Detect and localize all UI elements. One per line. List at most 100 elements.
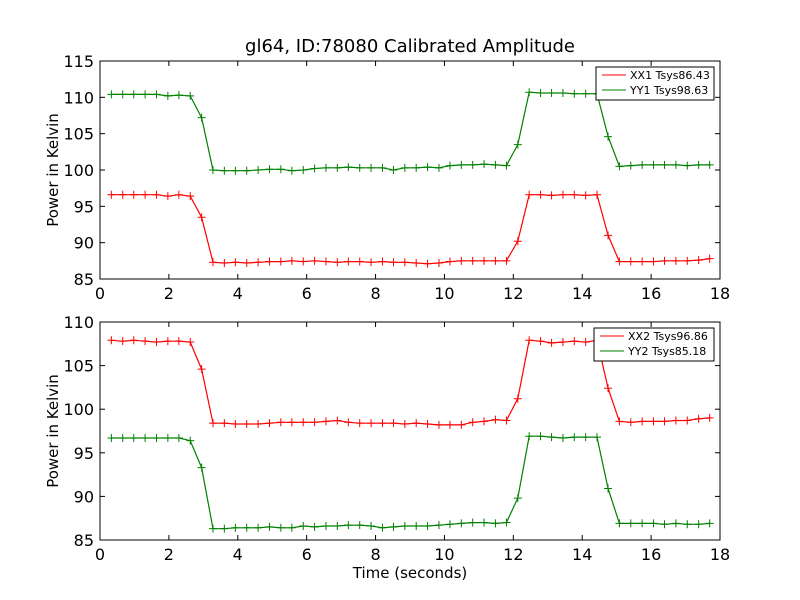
data-point-xx1	[208, 258, 217, 267]
data-point-yy2	[649, 519, 658, 528]
data-point-xx2	[400, 420, 409, 429]
data-point-yy1	[118, 90, 127, 99]
data-point-yy1	[626, 161, 635, 170]
data-point-yy2	[547, 433, 556, 442]
data-point-xx2	[276, 418, 285, 427]
data-point-xx2	[480, 417, 489, 426]
data-point-yy2	[367, 522, 376, 531]
data-point-xx2	[683, 416, 692, 425]
data-point-yy2	[638, 519, 647, 528]
data-point-xx1	[344, 257, 353, 266]
data-point-yy2	[513, 494, 522, 503]
data-point-yy1	[480, 160, 489, 169]
data-point-xx2	[231, 420, 240, 429]
data-point-yy1	[558, 88, 567, 97]
data-point-xx1	[118, 190, 127, 199]
top-x-tick-label: 12	[503, 284, 523, 303]
top-y-tick-label: 105	[63, 125, 94, 144]
data-point-yy2	[491, 519, 500, 528]
data-point-xx2	[344, 418, 353, 427]
data-point-yy2	[310, 522, 319, 531]
data-point-yy2	[604, 484, 613, 493]
data-point-xx2	[152, 338, 161, 347]
top-y-axis-label: Power in Kelvin	[44, 113, 62, 227]
top-plot-series	[107, 88, 714, 268]
bottom-x-axis-label: Time (seconds)	[352, 564, 468, 582]
data-point-yy2	[208, 524, 217, 533]
bottom-y-tick-label: 90	[74, 487, 94, 506]
top-x-tick-label: 4	[233, 284, 243, 303]
data-point-yy2	[412, 522, 421, 531]
data-point-yy2	[502, 518, 511, 527]
data-point-yy1	[265, 165, 274, 174]
data-point-xx2	[378, 419, 387, 428]
bottom-y-tick-label: 100	[63, 400, 94, 419]
data-point-xx2	[558, 338, 567, 347]
data-point-xx2	[638, 417, 647, 426]
data-point-yy2	[163, 433, 172, 442]
data-point-yy1	[355, 163, 364, 172]
bottom-plot: Power in Kelvin Time (seconds) 0 2 4 6 8 10 12…	[44, 313, 730, 582]
data-point-xx2	[197, 365, 206, 374]
data-point-yy1	[367, 163, 376, 172]
data-point-yy1	[163, 91, 172, 100]
data-point-xx2	[547, 338, 556, 347]
data-point-yy1	[378, 163, 387, 172]
bottom-y-tick-label: 105	[63, 357, 94, 376]
data-point-yy1	[525, 88, 534, 97]
bottom-x-tick-label: 2	[164, 545, 174, 564]
bottom-x-tick-label: 14	[572, 545, 592, 564]
data-point-yy2	[468, 518, 477, 527]
data-point-xx2	[220, 419, 229, 428]
data-point-yy2	[299, 522, 308, 531]
data-point-yy2	[525, 432, 534, 441]
data-point-xx1	[626, 257, 635, 266]
data-point-yy1	[129, 90, 138, 99]
top-x-tick-label: 2	[164, 284, 174, 303]
bottom-x-tick-label: 10	[434, 545, 454, 564]
data-point-yy1	[299, 166, 308, 174]
data-point-yy2	[457, 519, 466, 528]
data-point-xx1	[254, 258, 263, 267]
data-point-xx1	[491, 256, 500, 265]
data-point-yy1	[491, 160, 500, 169]
data-point-xx1	[152, 190, 161, 199]
top-y-tick-label: 85	[74, 270, 94, 289]
data-point-xx2	[129, 336, 138, 345]
data-point-xx1	[660, 256, 669, 265]
data-point-yy2	[355, 521, 364, 530]
data-point-xx1	[242, 259, 251, 268]
data-point-yy1	[141, 90, 150, 99]
data-point-yy2	[287, 523, 296, 532]
data-point-xx2	[287, 418, 296, 427]
data-point-xx2	[434, 420, 443, 429]
data-point-yy2	[694, 520, 703, 529]
top-y-tick-label: 90	[74, 234, 94, 253]
bottom-x-tick-label: 4	[233, 545, 243, 564]
data-point-xx2	[321, 417, 330, 426]
data-point-xx2	[615, 417, 624, 426]
data-point-xx2	[254, 420, 263, 429]
data-point-yy2	[321, 522, 330, 531]
data-point-xx2	[186, 338, 195, 347]
data-point-xx2	[355, 419, 364, 428]
data-point-xx2	[141, 337, 150, 346]
top-x-tick-label: 18	[710, 284, 730, 303]
top-plot-ticks: 0 2 4 6 8 10 12 14 16 18 85 90 95 100 105 110 115	[63, 52, 730, 303]
data-point-yy1	[276, 165, 285, 174]
data-point-yy1	[321, 163, 330, 172]
data-point-yy1	[570, 89, 579, 98]
data-point-yy2	[344, 521, 353, 530]
top-x-tick-label: 8	[370, 284, 380, 303]
data-point-yy2	[197, 463, 206, 472]
top-x-tick-label: 0	[95, 284, 105, 303]
data-point-yy2	[626, 519, 635, 528]
data-point-yy1	[254, 166, 263, 174]
data-point-yy2	[129, 433, 138, 442]
data-point-xx1	[197, 213, 206, 222]
data-point-xx1	[513, 237, 522, 246]
data-point-xx2	[491, 415, 500, 424]
data-point-yy2	[242, 523, 251, 532]
data-point-xx1	[389, 258, 398, 267]
data-point-xx1	[671, 256, 680, 265]
